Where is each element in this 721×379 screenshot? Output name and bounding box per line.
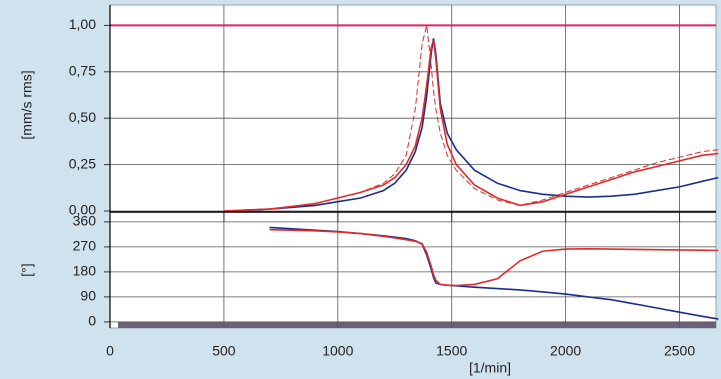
y-axis-label: [°] bbox=[19, 263, 35, 276]
y-tick-label: 360 bbox=[73, 213, 97, 229]
x-tick-label: 1500 bbox=[436, 343, 467, 359]
y-tick-label: 90 bbox=[80, 288, 96, 304]
y-tick-label: 0,00 bbox=[69, 202, 96, 218]
y-tick-label: 0,75 bbox=[69, 63, 96, 79]
range-bar bbox=[118, 322, 716, 328]
x-tick-label: 2000 bbox=[550, 343, 581, 359]
y-tick-label: 0 bbox=[88, 313, 96, 329]
y-tick-label: 1,00 bbox=[69, 16, 96, 32]
series-line bbox=[223, 25, 719, 212]
y-tick-label: 0,50 bbox=[69, 109, 96, 125]
y-axis-label: [mm/s rms] bbox=[19, 70, 35, 139]
y-tick-label: 180 bbox=[73, 263, 97, 279]
series-line bbox=[269, 228, 719, 287]
series-line bbox=[223, 40, 719, 212]
x-tick-label: 500 bbox=[212, 343, 236, 359]
y-tick-label: 0,25 bbox=[69, 155, 96, 171]
y-tick-label: 270 bbox=[73, 238, 97, 254]
x-tick-label: 0 bbox=[106, 343, 114, 359]
x-tick-label: 1000 bbox=[322, 343, 353, 359]
x-tick-label: 2500 bbox=[664, 343, 695, 359]
plot-area bbox=[109, 4, 717, 329]
x-axis-label: [1/min] bbox=[469, 360, 511, 376]
